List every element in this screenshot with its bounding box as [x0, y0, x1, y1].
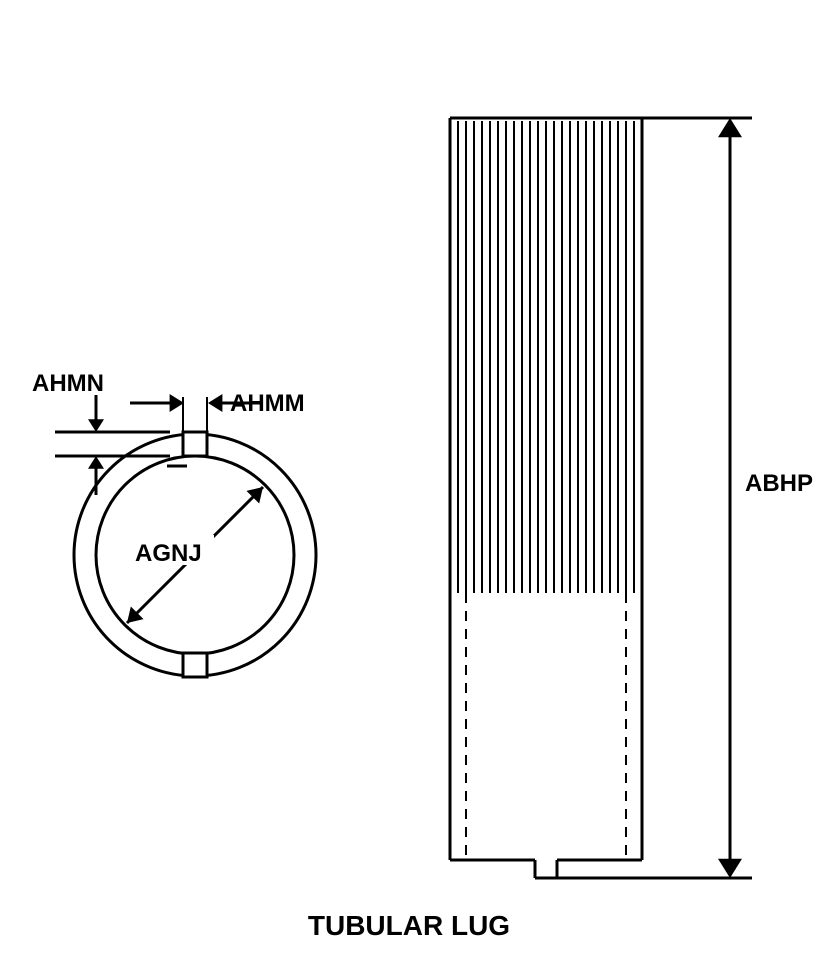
diagram-canvas: [0, 0, 818, 966]
label-abhp: ABHP: [745, 470, 813, 498]
label-ahmm: AHMM: [230, 390, 305, 418]
label-ahmn: AHMN: [32, 370, 104, 398]
title: TUBULAR LUG: [0, 910, 818, 942]
label-agnj: AGNJ: [135, 540, 202, 568]
